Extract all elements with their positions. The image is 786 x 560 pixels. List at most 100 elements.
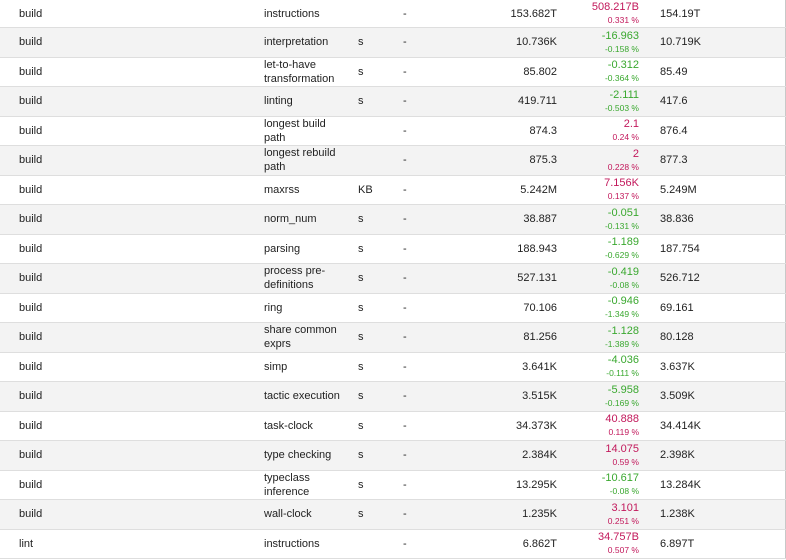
unit-cell: s bbox=[358, 449, 364, 462]
delta-percent: 0.137 % bbox=[607, 191, 639, 202]
old-value-cell: 188.943 bbox=[517, 242, 557, 255]
delta-percent: -0.629 % bbox=[604, 250, 639, 261]
metric-cell: interpretation bbox=[264, 36, 329, 49]
metric-cell: ring bbox=[264, 301, 283, 314]
table-row: build instructions - 153.682T 508.217B 0.331 … bbox=[0, 0, 786, 28]
table-row: build let-to-have transformation s -85.802-… bbox=[0, 57, 786, 87]
unit-cell bbox=[358, 530, 388, 559]
dash-cell: - bbox=[403, 183, 407, 196]
delta-cell: -0.946 -1.349 % bbox=[520, 294, 639, 323]
old-value-cell: 5.242M bbox=[520, 183, 557, 196]
table-row: build maxrss KB -5.242M 7.156K 0.137 % 5.249M bbox=[0, 175, 786, 205]
delta-cell: -10.617 -0.08 % bbox=[520, 471, 639, 500]
unit-cell: s bbox=[358, 65, 364, 78]
delta-cell: 3.101 0.251 % bbox=[520, 500, 639, 529]
metric-cell: process pre-definitions bbox=[264, 265, 326, 292]
new-value-cell: 10.719K bbox=[660, 36, 701, 49]
new-value-cell: 38.836 bbox=[660, 213, 694, 226]
unit-cell: s bbox=[358, 360, 364, 373]
metric-cell: simp bbox=[264, 360, 288, 373]
new-value-cell: 876.4 bbox=[660, 124, 688, 137]
dash-cell: - bbox=[403, 331, 407, 344]
dash-cell: - bbox=[403, 7, 407, 20]
unit-cell: s bbox=[358, 213, 364, 226]
new-value-cell: 80.128 bbox=[660, 331, 694, 344]
delta-cell: 34.757B 0.507 % bbox=[520, 530, 639, 559]
delta-cell: -0.051 -0.131 % bbox=[520, 205, 639, 234]
metric-cell: parsing bbox=[264, 242, 301, 255]
delta-cell: -2.111 -0.503 % bbox=[520, 87, 639, 116]
delta-value: -2.111 bbox=[609, 88, 639, 101]
delta-percent: -0.111 % bbox=[606, 368, 639, 379]
table-row: build type checking s -2.384K 14.075 0.59 % 2.… bbox=[0, 441, 786, 471]
new-value-cell: 187.754 bbox=[660, 242, 700, 255]
delta-percent: 0.331 % bbox=[607, 15, 639, 25]
delta-cell: -16.963 -0.158 % bbox=[520, 28, 639, 57]
dash-cell: - bbox=[403, 508, 407, 521]
new-value-cell: 154.19T bbox=[660, 7, 701, 20]
new-value-cell: 3.509K bbox=[660, 390, 695, 403]
metric-cell: instructions bbox=[264, 7, 320, 20]
metric-cell: wall-clock bbox=[264, 508, 312, 521]
old-value-cell: 875.3 bbox=[529, 154, 557, 167]
delta-percent: 0.228 % bbox=[607, 161, 639, 172]
new-value-cell: 6.897T bbox=[660, 537, 695, 550]
delta-cell: 14.075 0.59 % bbox=[520, 441, 639, 470]
bench-cell: build bbox=[19, 390, 43, 403]
table-row: build tactic execution s -3.515K -5.958 -0.16… bbox=[0, 382, 786, 412]
delta-cell: 40.888 0.119 % bbox=[520, 412, 639, 441]
delta-percent: -0.169 % bbox=[604, 397, 639, 408]
old-value-cell: 3.641K bbox=[522, 360, 557, 373]
bench-cell: build bbox=[19, 331, 43, 344]
delta-value: -5.958 bbox=[607, 383, 639, 396]
metric-cell: maxrss bbox=[264, 183, 300, 196]
metric-cell: type checking bbox=[264, 449, 332, 462]
delta-value: 14.075 bbox=[605, 442, 639, 455]
table-row: build simp s -3.641K -4.036 -0.111 % 3.637K bbox=[0, 352, 786, 382]
dash-cell: - bbox=[403, 213, 407, 226]
delta-percent: -0.364 % bbox=[604, 73, 639, 84]
old-value-cell: 10.736K bbox=[516, 36, 557, 49]
delta-percent: -0.08 % bbox=[609, 486, 639, 497]
table-row: build process pre-definitions s -527.131 -0.… bbox=[0, 264, 786, 294]
old-value-cell: 3.515K bbox=[522, 390, 557, 403]
old-value-cell: 81.256 bbox=[523, 331, 557, 344]
unit-cell: s bbox=[358, 331, 364, 344]
delta-cell: -1.128 -1.389 % bbox=[520, 323, 639, 352]
bench-cell: lint bbox=[19, 537, 34, 550]
unit-cell: KB bbox=[358, 183, 373, 196]
dash-cell: - bbox=[403, 95, 407, 108]
bench-cell: build bbox=[19, 213, 43, 226]
delta-percent: 0.24 % bbox=[612, 132, 639, 143]
delta-value: -0.051 bbox=[607, 206, 639, 219]
unit-cell: s bbox=[358, 508, 364, 521]
dash-cell: - bbox=[403, 301, 407, 314]
unit-cell: s bbox=[358, 36, 364, 49]
delta-cell: -4.036 -0.111 % bbox=[520, 353, 639, 382]
metric-cell: longest rebuild path bbox=[264, 147, 336, 174]
dash-cell: - bbox=[403, 242, 407, 255]
new-value-cell: 3.637K bbox=[660, 360, 695, 373]
table-row: build task-clock s -34.373K 40.888 0.119 % 34.… bbox=[0, 411, 786, 441]
delta-value: 34.757B bbox=[598, 531, 639, 544]
old-value-cell: 13.295K bbox=[516, 478, 557, 491]
table-row: build wall-clock s -1.235K 3.101 0.251 % 1.238… bbox=[0, 500, 786, 530]
delta-value: -0.946 bbox=[607, 295, 639, 308]
delta-percent: 0.507 % bbox=[607, 545, 639, 556]
table-row: build longest build path -874.3 2.1 0.24 % 87… bbox=[0, 116, 786, 146]
delta-percent: 0.119 % bbox=[608, 427, 639, 438]
bench-cell: build bbox=[19, 449, 43, 462]
table-row: build interpretation s -10.736K -16.963 -0.15… bbox=[0, 28, 786, 58]
metric-cell: share common exprs bbox=[264, 324, 337, 351]
delta-value: 3.101 bbox=[611, 501, 639, 514]
delta-percent: 0.59 % bbox=[612, 456, 639, 467]
new-value-cell: 69.161 bbox=[660, 301, 694, 314]
table-row: build longest rebuild path -875.3 2 0.228 % 8… bbox=[0, 146, 786, 176]
delta-cell: -5.958 -0.169 % bbox=[520, 382, 639, 411]
table-row: build parsing s -188.943 -1.189 -0.629 % 187.7… bbox=[0, 234, 786, 264]
bench-cell: build bbox=[19, 478, 43, 491]
old-value-cell: 85.802 bbox=[523, 65, 557, 78]
new-value-cell: 526.712 bbox=[660, 272, 700, 285]
bench-cell: build bbox=[19, 301, 43, 314]
delta-value: 2 bbox=[632, 147, 639, 160]
